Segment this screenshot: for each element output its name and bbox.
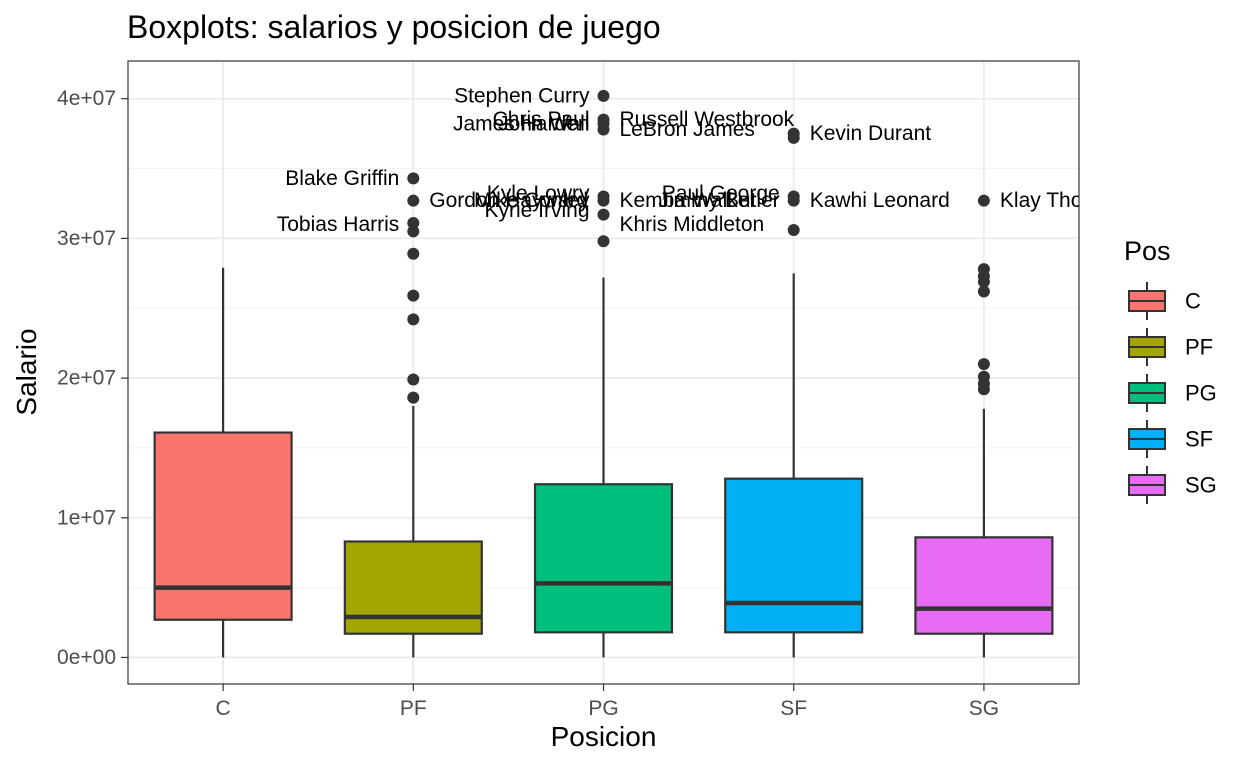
legend-item-pf: PF: [1128, 328, 1213, 366]
outlier-point: [597, 123, 610, 136]
outlier-point: [407, 225, 420, 238]
box-body: [153, 431, 293, 621]
box-pf: [343, 172, 483, 658]
y-tick-label: 1e+07: [57, 506, 116, 529]
y-tick-label: 4e+07: [57, 87, 116, 110]
outlier-label: Paul George: [662, 182, 780, 205]
outlier-point: [977, 358, 990, 371]
y-axis-title: Salario: [11, 328, 42, 415]
legend: Pos C PF PG SF SG: [1124, 236, 1217, 504]
y-tick-label: 3e+07: [57, 227, 116, 250]
outlier-point: [977, 383, 990, 396]
outlier-label: John Wall: [498, 112, 589, 135]
chart-title: Boxplots: salarios y posicion de juego: [127, 9, 661, 45]
outlier-label: Russell Westbrook: [620, 108, 795, 131]
outlier-point: [407, 172, 420, 185]
outlier-point: [597, 235, 610, 248]
box-body: [724, 477, 864, 634]
legend-title: Pos: [1124, 236, 1171, 266]
legend-item-c: C: [1128, 282, 1201, 320]
outlier-label: Kawhi Leonard: [810, 189, 950, 212]
outlier-point: [407, 247, 420, 260]
outlier-point: [597, 89, 610, 102]
legend-item-sg: SG: [1128, 466, 1217, 504]
x-tick-label: SG: [969, 697, 999, 720]
outlier-point: [407, 194, 420, 207]
box-sf: [724, 127, 864, 658]
outlier-label: Kyrie Irving: [484, 199, 589, 222]
outlier-label: Kemba Walker: [620, 189, 757, 212]
outlier-point: [787, 224, 800, 237]
legend-item-sf: SF: [1128, 420, 1213, 458]
outlier-point: [787, 194, 800, 207]
box-pg: [533, 89, 674, 658]
outlier-label: Chris Paul: [493, 108, 590, 131]
outlier-point: [597, 194, 610, 207]
legend-label: PG: [1185, 381, 1217, 406]
outlier-point: [407, 391, 420, 404]
outlier-label: Mike Conley: [474, 189, 590, 212]
outlier-point: [597, 208, 610, 221]
x-tick-label: PG: [588, 697, 618, 720]
box-sg: [914, 194, 1054, 658]
outlier-point: [787, 131, 800, 144]
legend-label: SF: [1185, 427, 1213, 452]
x-tick-label: PF: [400, 697, 427, 720]
legend-label: PF: [1185, 335, 1213, 360]
outlier-point: [407, 373, 420, 386]
outlier-label: Tobias Harris: [277, 213, 400, 236]
outlier-label: Khris Middleton: [620, 213, 765, 236]
x-tick-label: SF: [780, 697, 807, 720]
outlier-point: [977, 285, 990, 298]
outlier-label: Stephen Curry: [454, 84, 590, 107]
y-tick-label: 2e+07: [57, 367, 116, 390]
outlier-label: Klay Thompson: [1000, 189, 1146, 212]
outlier-point: [407, 289, 420, 302]
outlier-point: [977, 194, 990, 207]
legend-label: C: [1185, 289, 1201, 314]
x-tick-label: C: [216, 697, 231, 720]
box-c: [153, 267, 293, 658]
box-body: [533, 483, 674, 634]
outlier-label: Kevin Durant: [810, 122, 932, 145]
outlier-point: [407, 217, 420, 230]
y-tick-label: 0e+00: [57, 646, 116, 669]
outlier-label: Jimmy Butler: [658, 189, 779, 212]
box-body: [343, 540, 483, 635]
outlier-label: Gordon Hayward: [429, 189, 588, 212]
outlier-label: Blake Griffin: [285, 167, 399, 190]
legend-item-pg: PG: [1128, 374, 1217, 412]
outlier-label: LeBron James: [620, 118, 755, 141]
box-body: [914, 536, 1054, 635]
x-axis-title: Posicion: [551, 721, 657, 752]
outlier-point: [407, 313, 420, 326]
outlier-label: Kyle Lowry: [487, 182, 590, 205]
outlier-point: [977, 275, 990, 288]
legend-label: SG: [1185, 473, 1217, 498]
outlier-label: James Harden: [453, 112, 590, 135]
